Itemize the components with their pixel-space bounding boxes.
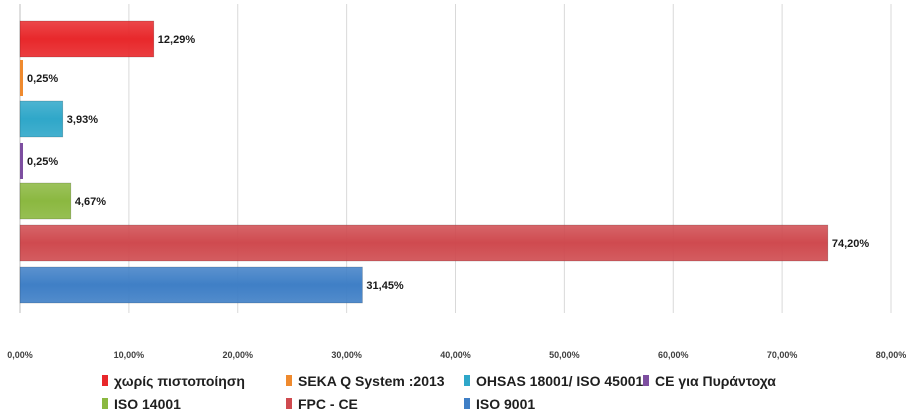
data-labels: 12,29% 0,25% 3,93% 0,25% 4,67% 74,20% 31,45% bbox=[27, 34, 869, 292]
bar bbox=[19, 224, 829, 262]
bar bbox=[20, 143, 23, 179]
bar bbox=[19, 266, 363, 304]
data-label: 0,25% bbox=[27, 156, 58, 168]
data-label: 3,93% bbox=[67, 114, 98, 126]
x-tick-label: 30,00% bbox=[331, 350, 362, 360]
data-label: 74,20% bbox=[832, 238, 870, 250]
x-tick-label: 10,00% bbox=[114, 350, 145, 360]
x-axis-ticks: 0,00% 10,00% 20,00% 30,00% 40,00% 50,00% 60,00… bbox=[7, 350, 906, 360]
data-label: 12,29% bbox=[158, 34, 196, 46]
bar bbox=[19, 20, 155, 58]
x-tick-label: 40,00% bbox=[440, 350, 471, 360]
data-label: 31,45% bbox=[366, 280, 404, 292]
x-tick-label: 20,00% bbox=[222, 350, 253, 360]
bar bbox=[19, 182, 72, 220]
x-tick-label: 60,00% bbox=[658, 350, 689, 360]
x-tick-label: 80,00% bbox=[876, 350, 907, 360]
x-tick-label: 70,00% bbox=[767, 350, 798, 360]
data-label: 0,25% bbox=[27, 73, 58, 85]
bars bbox=[19, 20, 829, 304]
x-tick-label: 50,00% bbox=[549, 350, 580, 360]
x-tick-label: 0,00% bbox=[7, 350, 33, 360]
bar bbox=[19, 100, 64, 138]
bar bbox=[20, 60, 23, 96]
data-label: 4,67% bbox=[75, 196, 106, 208]
